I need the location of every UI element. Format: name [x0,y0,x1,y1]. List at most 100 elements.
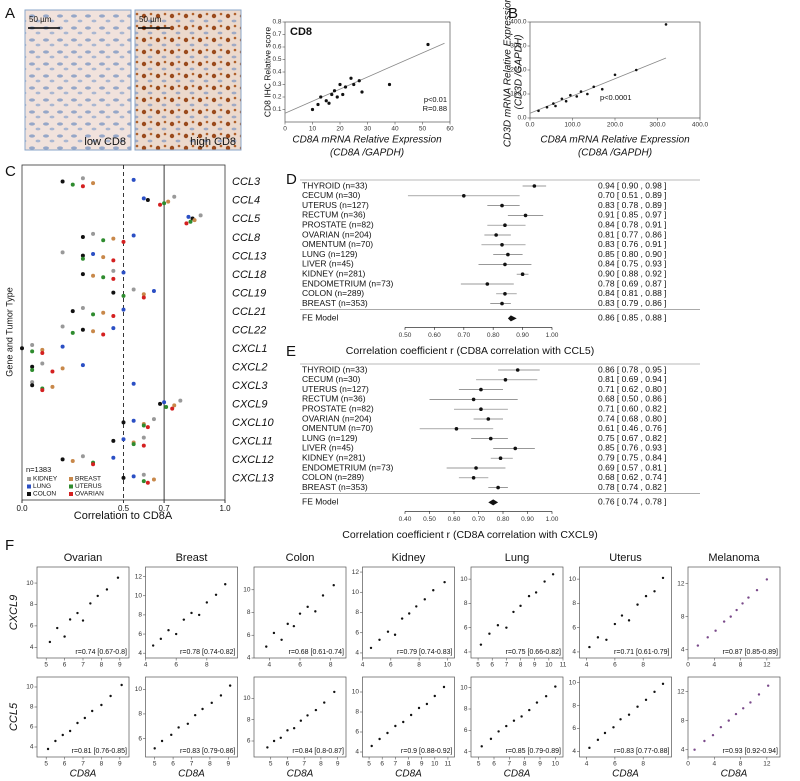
point [543,580,546,583]
ci-text: 0.83 [ 0.78 , 0.89 ] [598,200,667,210]
correlation-dot [198,213,203,218]
x-axis-label: CD8A mRNA Relative Expression [540,135,690,146]
point [201,707,204,711]
gene-label: CXCL2 [232,361,267,373]
point [205,601,209,604]
point [706,636,709,639]
correlation-dot [40,347,45,352]
y-tick-label: 10 [569,576,577,583]
x-tick-label: 6 [63,662,67,669]
point [386,731,389,735]
y-tick-label: 10 [135,686,143,693]
ci-text: 0.71 [ 0.62 , 0.80 ] [598,384,667,394]
x-tick-label: 1.00 [546,332,559,339]
x-tick-label: 8 [739,662,743,669]
ci-text: 0.71 [ 0.60 , 0.82 ] [598,403,667,413]
x-tick-label: 7 [81,662,85,669]
point [314,610,317,613]
point [653,690,656,694]
x-tick-label: 8 [739,761,743,768]
x-tick-label: 9 [538,761,542,768]
correlation-dot [60,344,65,349]
point [81,619,85,622]
point [552,102,555,105]
correlation-text: r=0.71 [0.61-0.79] [614,649,670,656]
plot-frame [579,676,672,758]
point [564,99,568,103]
x-tick-label: 0.5 [118,504,130,513]
x-tick-label: 6 [380,761,384,768]
plot-frame [36,566,130,659]
x-tick-label: 300.0 [649,122,666,129]
estimate-dot [515,368,520,372]
y-tick-label: 8 [464,706,468,713]
correlation-dot [166,199,171,204]
x-tick-label: 0.60 [448,516,461,523]
point [433,694,436,698]
y-axis-label: Gene and Tumor Type [4,287,14,376]
correlation-dot [80,305,85,310]
x-tick-label: 8 [417,662,421,669]
point [512,719,516,722]
y-tick-label: 4 [464,748,468,755]
x-tick-label: 200.0 [607,122,624,129]
y-axis-label: CD8 IHC Relative score [262,27,272,117]
estimate-dot [520,272,525,277]
point [343,85,348,89]
y-tick-label: 4 [355,749,359,756]
ci-text: 0.85 [ 0.76 , 0.93 ] [598,443,667,453]
correlation-dot [80,184,85,189]
estimate-dot [471,397,476,402]
x-tick-label: 4 [361,662,365,669]
point [349,76,353,80]
point [96,594,99,598]
x-tick-label: 0 [283,126,287,133]
ci-text: 0.76 [ 0.74 , 0.78 ] [598,497,667,507]
row-label: CECUM (n=30) [302,374,361,384]
legend-swatch [27,492,31,496]
x-tick-label: 9 [533,662,537,669]
plot-frame [362,566,455,659]
point [613,73,617,77]
x-tick-label: 6 [171,761,175,768]
correlation-dot [131,287,136,292]
correlation-text: r=0.93 [0.92-0.94] [723,748,779,755]
y-tick-label: 100.0 [510,91,527,98]
point [636,705,639,708]
y-tick-label: 300.0 [510,43,527,50]
y-tick-label: 4 [464,649,468,656]
x-tick-label: 7 [81,761,85,768]
x-tick-label: 0 [686,761,690,768]
row-label: THYROID (n=33) [302,364,368,374]
correlation-dot [70,309,75,314]
row-label: KIDNEY (n=281) [302,268,366,278]
x-tick-label: 5 [44,761,48,768]
correlation-dot [141,423,146,428]
correlation-dot [50,384,55,389]
y-tick-label: 400.0 [510,19,527,26]
ci-text: 0.83 [ 0.76 , 0.91 ] [598,239,667,249]
y-tick-label: 10 [352,689,360,696]
point [612,726,615,729]
gene-label: CXCL13 [232,473,274,485]
point [210,701,213,705]
correlation-dot [141,196,146,201]
y-tick-label: 8 [355,609,359,616]
correlation-dot [131,177,136,182]
correlation-dot [111,268,116,273]
x-tick-label: 400.0 [692,122,709,129]
legend-label: KIDNEY [33,476,58,483]
y-tick-label: 8 [138,711,142,718]
y-tick-label: 10 [352,589,360,596]
point [588,746,591,750]
correlation-text: r=0.75 [0.66-0.82] [506,649,562,656]
row-label: BREAST (n=353) [302,298,368,308]
y-tick-label: 8 [572,702,576,709]
y-tick-label: 8 [247,609,251,616]
x-tick-label: 0.70 [472,516,485,523]
row-label: LIVER (n=45) [302,443,354,453]
x-tick-label: 30 [364,126,372,133]
y-tick-label: 8 [681,613,685,620]
row-gene-label: CXCL9 [8,595,20,630]
point [63,635,66,638]
